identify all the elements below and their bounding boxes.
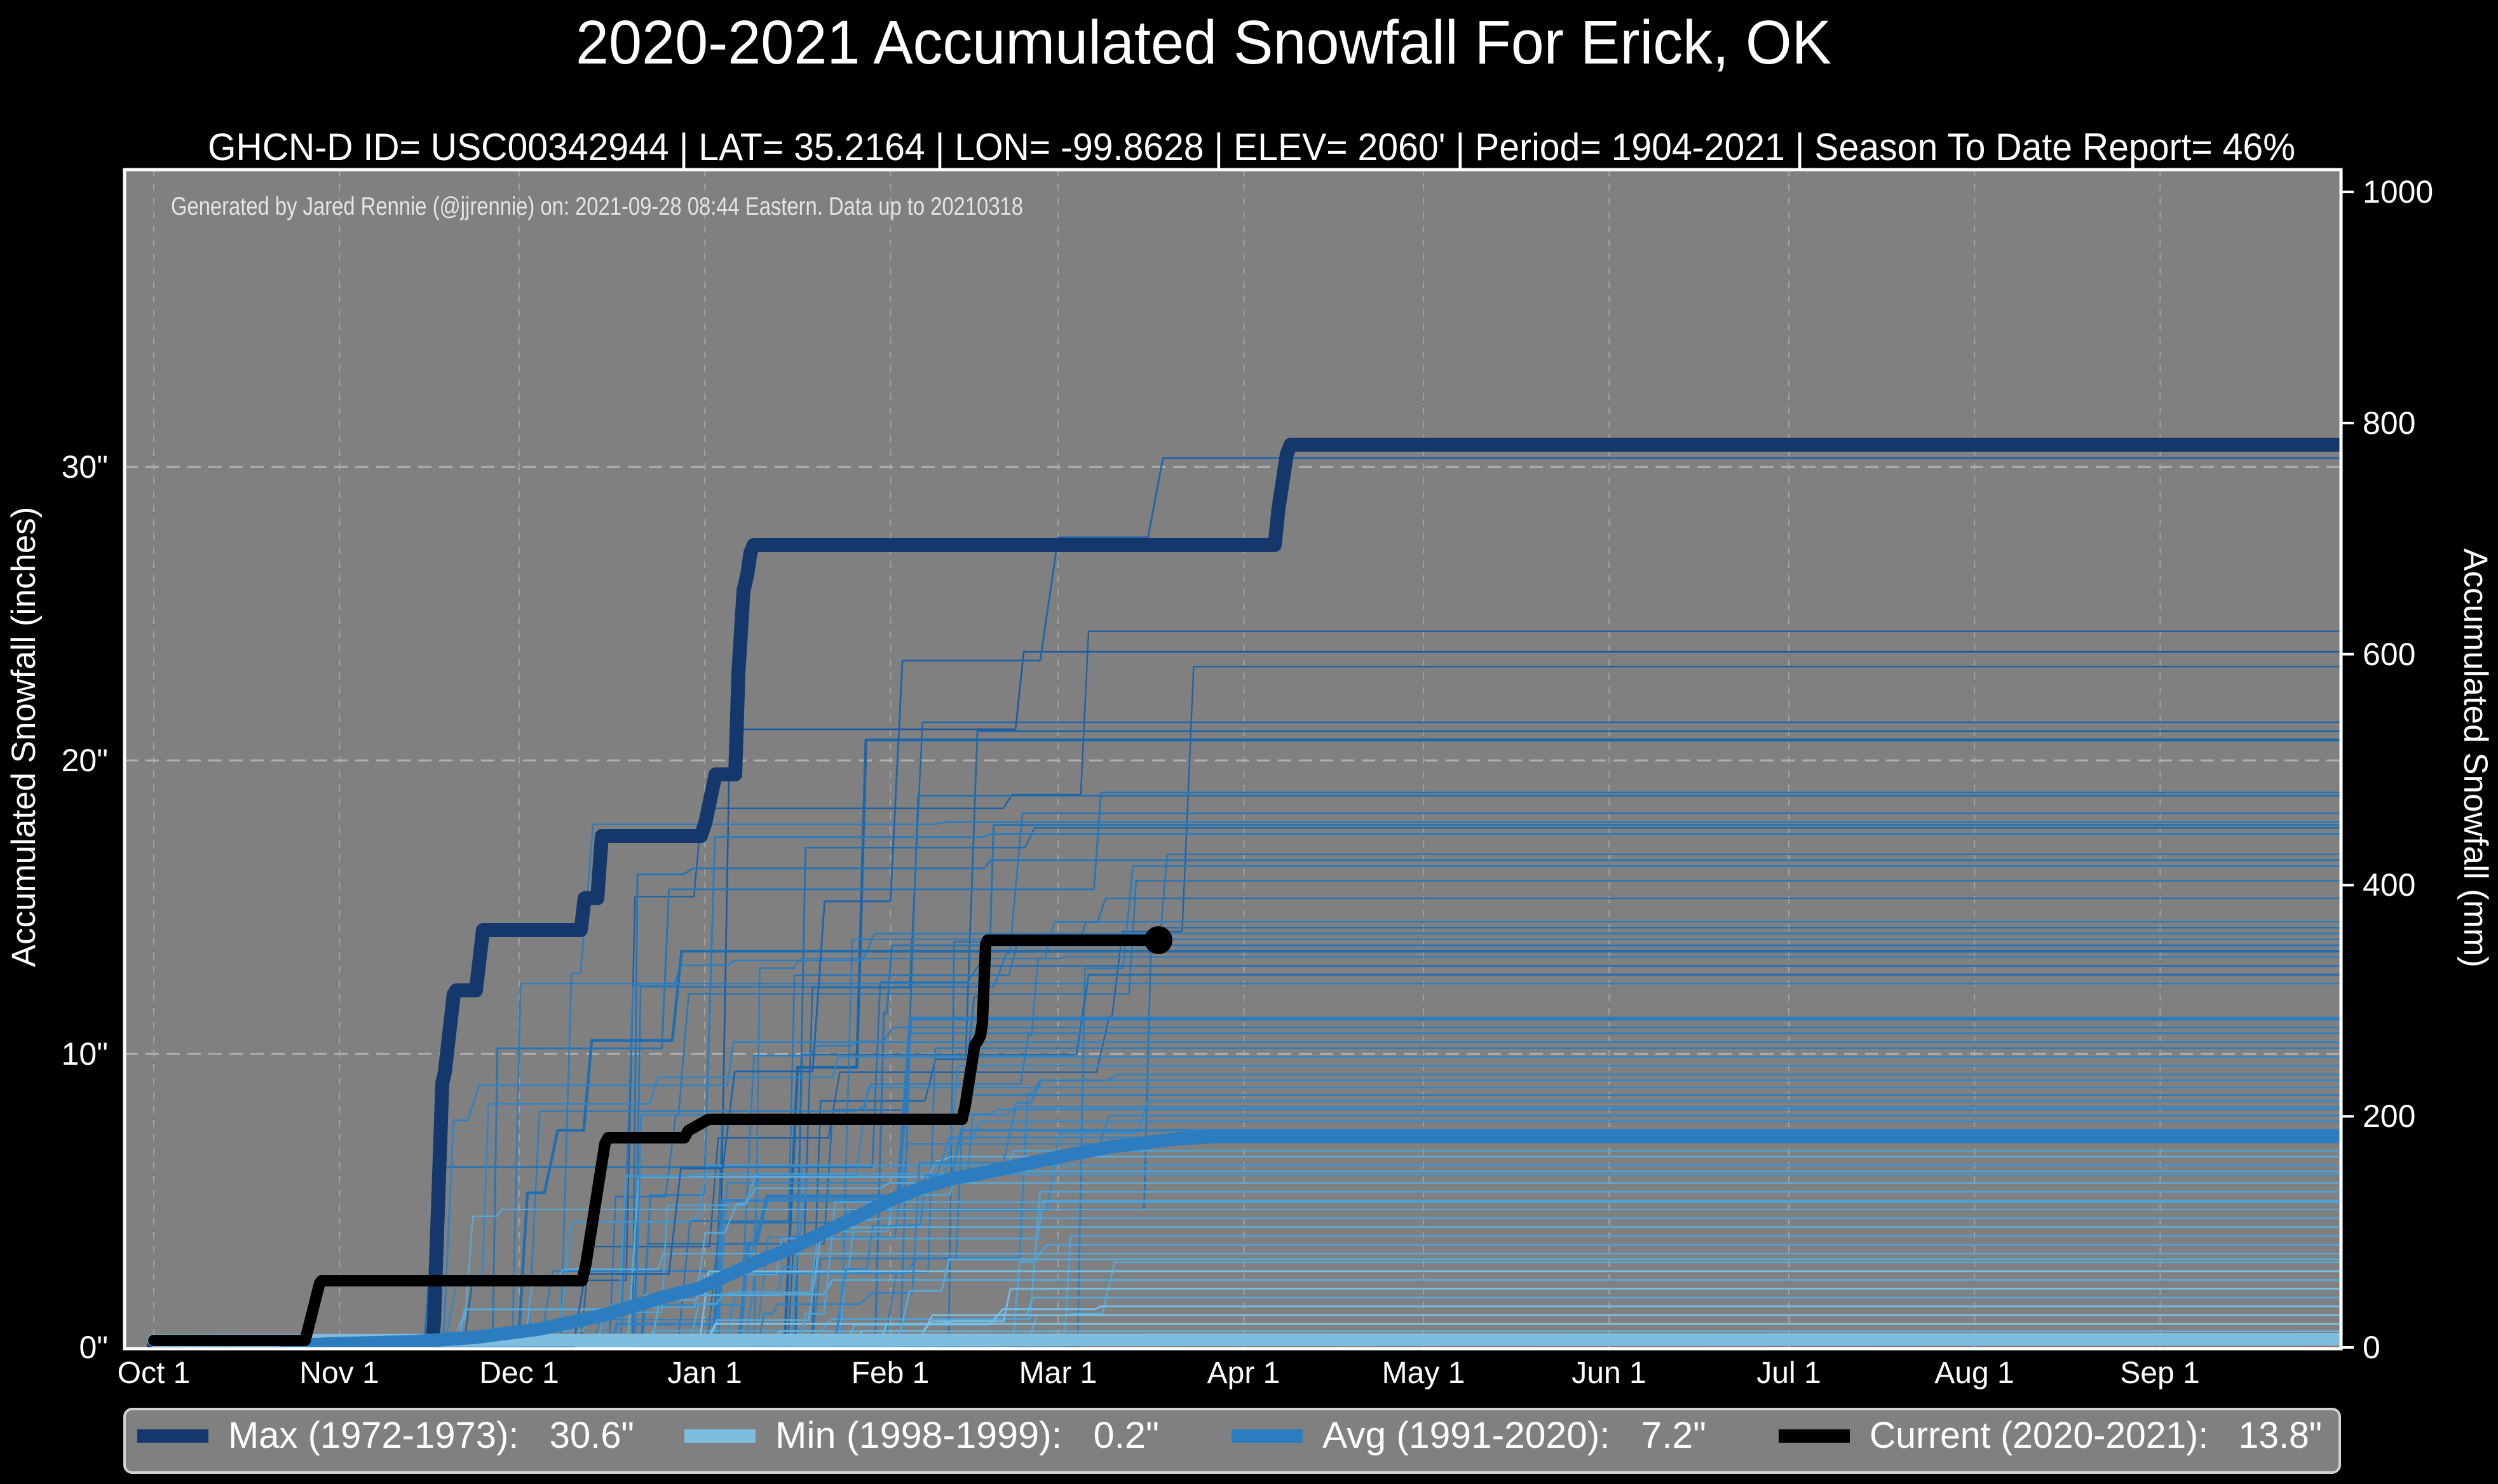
svg-text:800: 800 <box>2363 405 2415 441</box>
svg-text:0: 0 <box>2363 1330 2380 1365</box>
svg-text:10": 10" <box>62 1036 108 1072</box>
svg-text:Aug 1: Aug 1 <box>1934 1356 2014 1390</box>
svg-text:1000: 1000 <box>2363 174 2433 210</box>
svg-text:Avg (1991-2020): 7.2": Avg (1991-2020): 7.2" <box>1322 1415 1706 1456</box>
svg-text:Current (2020-2021): 13.8": Current (2020-2021): 13.8" <box>1870 1415 2322 1456</box>
svg-text:600: 600 <box>2363 637 2415 672</box>
svg-text:0": 0" <box>79 1330 108 1365</box>
svg-text:Feb 1: Feb 1 <box>852 1356 930 1390</box>
svg-text:400: 400 <box>2363 867 2415 903</box>
svg-text:May 1: May 1 <box>1382 1356 1465 1390</box>
svg-text:Max (1972-1973): 30.6": Max (1972-1973): 30.6" <box>228 1415 634 1456</box>
svg-text:2020-2021 Accumulated Snowfall: 2020-2021 Accumulated Snowfall For Erick… <box>576 8 1831 77</box>
svg-text:Mar 1: Mar 1 <box>1019 1356 1097 1390</box>
svg-text:Sep 1: Sep 1 <box>2120 1356 2199 1390</box>
svg-text:Jun 1: Jun 1 <box>1571 1356 1646 1390</box>
svg-text:Jul 1: Jul 1 <box>1756 1356 1821 1390</box>
svg-text:200: 200 <box>2363 1098 2415 1134</box>
svg-text:Nov 1: Nov 1 <box>299 1356 379 1390</box>
svg-text:30": 30" <box>62 449 108 485</box>
svg-text:20": 20" <box>62 743 108 778</box>
svg-text:Min (1998-1999): 0.2": Min (1998-1999): 0.2" <box>775 1415 1159 1456</box>
svg-text:Dec 1: Dec 1 <box>479 1356 559 1390</box>
svg-text:Jan 1: Jan 1 <box>667 1356 742 1390</box>
svg-text:Apr 1: Apr 1 <box>1207 1356 1280 1390</box>
svg-text:GHCN-D ID= USC00342944 | LAT=: GHCN-D ID= USC00342944 | LAT= 35.2164 | … <box>208 126 2295 168</box>
svg-text:Generated by Jared Rennie (@jj: Generated by Jared Rennie (@jjrennie) on… <box>171 192 1023 220</box>
svg-text:Accumulated Snowfall (mm): Accumulated Snowfall (mm) <box>2457 548 2494 968</box>
svg-text:Accumulated Snowfall (inches): Accumulated Snowfall (inches) <box>5 507 43 968</box>
svg-text:Oct 1: Oct 1 <box>118 1356 191 1390</box>
